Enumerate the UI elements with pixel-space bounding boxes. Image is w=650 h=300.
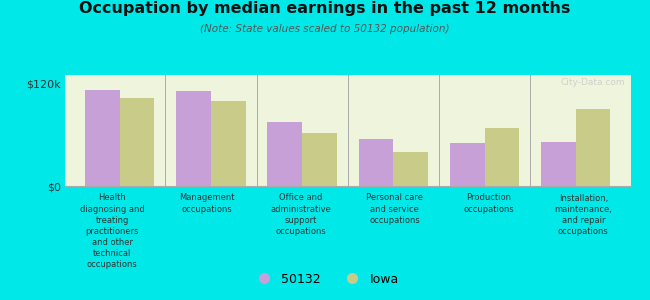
Bar [541,142,576,186]
Legend: 50132, Iowa: 50132, Iowa [246,268,404,291]
Text: Health
diagnosing and
treating
practitioners
and other
technical
occupations: Health diagnosing and treating practitio… [80,194,144,269]
Bar [120,98,155,186]
Bar [302,133,337,186]
Bar [176,91,211,186]
Bar [211,100,246,186]
Bar [359,139,393,186]
Text: City-Data.com: City-Data.com [560,78,625,87]
Text: Personal care
and service
occupations: Personal care and service occupations [367,194,423,225]
Text: Management
occupations: Management occupations [179,194,234,214]
Text: Occupation by median earnings in the past 12 months: Occupation by median earnings in the pas… [79,2,571,16]
Bar [268,122,302,186]
Bar [393,152,428,186]
Bar [85,89,120,186]
Text: Office and
administrative
support
occupations: Office and administrative support occupa… [270,194,331,236]
Text: Installation,
maintenance,
and repair
occupations: Installation, maintenance, and repair oc… [554,194,612,236]
Bar [484,128,519,186]
Bar [576,109,610,186]
Bar [450,143,484,186]
Text: Production
occupations: Production occupations [463,194,515,214]
Text: (Note: State values scaled to 50132 population): (Note: State values scaled to 50132 popu… [200,24,450,34]
